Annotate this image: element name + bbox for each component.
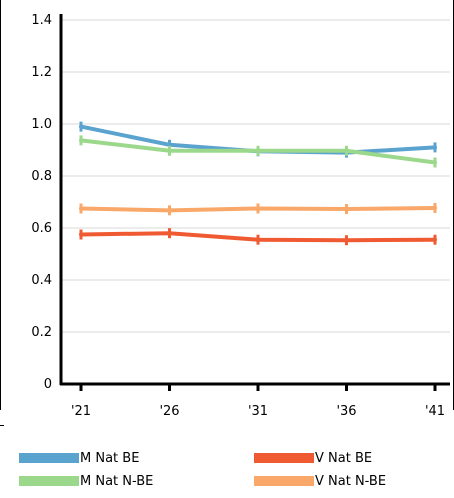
frame-bottom-mark [0, 425, 4, 426]
legend-item-m-nat-n-be: M Nat N-BE [19, 471, 153, 491]
axes [59, 14, 450, 391]
series-1 [79, 228, 437, 246]
y-tick-label: 0.6 [31, 221, 52, 236]
y-tick-label: 0.4 [31, 273, 52, 288]
series-3 [79, 202, 437, 216]
x-tick-label: '31 [248, 404, 268, 419]
gridlines [61, 19, 450, 333]
y-tick-labels: 0 0.2 0.4 0.6 0.8 1.0 1.2 1.4 [31, 13, 52, 392]
x-tick-label: '21 [71, 404, 91, 419]
legend-swatch [254, 453, 314, 463]
legend-item-m-nat-be: M Nat BE [19, 448, 139, 468]
y-tick-label: 0.2 [31, 325, 52, 340]
legend-swatch [19, 476, 79, 486]
y-tick-label: 0.8 [31, 169, 52, 184]
legend-item-v-nat-be: V Nat BE [254, 448, 372, 468]
y-tick-label: 1.2 [31, 65, 52, 80]
line-chart: 0 0.2 0.4 0.6 0.8 1.0 1.2 1.4 '21 '26 '31 '36 '41 [31, 13, 450, 419]
x-tick-label: '41 [425, 404, 445, 419]
x-tick-label: '36 [336, 404, 356, 419]
legend-label: V Nat N-BE [315, 473, 387, 489]
legend-label: M Nat BE [80, 450, 140, 466]
series-2 [79, 135, 437, 168]
x-tick-labels: '21 '26 '31 '36 '41 [71, 404, 445, 419]
legend-label: V Nat BE [315, 450, 373, 466]
legend-swatch [254, 476, 314, 486]
legend-swatch [19, 453, 79, 463]
legend: M Nat BE V Nat BE M Nat N-BE V Nat N-BE [0, 445, 454, 498]
series-lines [79, 121, 437, 246]
y-tick-label: 1.4 [31, 13, 52, 28]
legend-item-v-nat-n-be: V Nat N-BE [254, 471, 386, 491]
x-tick-label: '26 [159, 404, 179, 419]
y-tick-label: 1.0 [31, 117, 52, 132]
frame-left-border [0, 0, 1, 410]
y-tick-label: 0 [44, 377, 52, 392]
legend-label: M Nat N-BE [80, 473, 154, 489]
